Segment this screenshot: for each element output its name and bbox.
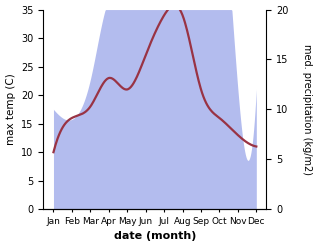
X-axis label: date (month): date (month) — [114, 231, 196, 242]
Y-axis label: med. precipitation (kg/m2): med. precipitation (kg/m2) — [302, 44, 313, 175]
Y-axis label: max temp (C): max temp (C) — [5, 74, 16, 145]
